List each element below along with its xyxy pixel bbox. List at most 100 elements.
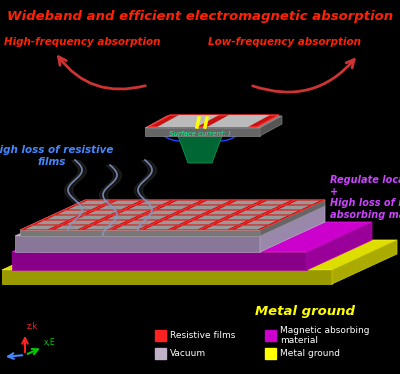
Polygon shape bbox=[235, 226, 266, 229]
Polygon shape bbox=[267, 211, 298, 214]
Polygon shape bbox=[102, 215, 142, 220]
Polygon shape bbox=[254, 200, 295, 205]
Polygon shape bbox=[52, 210, 93, 215]
Text: Vacuum: Vacuum bbox=[170, 349, 206, 358]
Polygon shape bbox=[128, 206, 159, 209]
Polygon shape bbox=[199, 200, 230, 205]
Polygon shape bbox=[289, 200, 320, 205]
Polygon shape bbox=[61, 220, 102, 225]
Polygon shape bbox=[96, 221, 127, 224]
Bar bbox=[155, 348, 166, 359]
Polygon shape bbox=[112, 210, 153, 215]
Polygon shape bbox=[20, 200, 325, 230]
Polygon shape bbox=[183, 205, 224, 210]
Polygon shape bbox=[72, 215, 112, 220]
Polygon shape bbox=[262, 210, 303, 215]
Polygon shape bbox=[139, 200, 170, 205]
Bar bbox=[265, 330, 276, 341]
Polygon shape bbox=[252, 215, 292, 220]
Polygon shape bbox=[12, 222, 372, 252]
Polygon shape bbox=[85, 226, 116, 229]
Text: x,E: x,E bbox=[44, 338, 55, 347]
Polygon shape bbox=[74, 200, 115, 205]
Text: z,k: z,k bbox=[27, 322, 38, 331]
Polygon shape bbox=[156, 221, 187, 224]
Polygon shape bbox=[80, 225, 121, 230]
Polygon shape bbox=[207, 211, 238, 214]
Polygon shape bbox=[194, 200, 235, 205]
Polygon shape bbox=[147, 211, 178, 214]
Polygon shape bbox=[260, 206, 325, 252]
Polygon shape bbox=[2, 270, 332, 284]
Polygon shape bbox=[145, 116, 282, 128]
Bar bbox=[265, 348, 276, 359]
Polygon shape bbox=[307, 222, 372, 270]
Polygon shape bbox=[284, 200, 325, 205]
Polygon shape bbox=[20, 225, 61, 230]
Polygon shape bbox=[123, 205, 164, 210]
Text: Resistive films: Resistive films bbox=[170, 331, 235, 340]
Polygon shape bbox=[25, 226, 56, 229]
Text: Metal ground: Metal ground bbox=[255, 305, 355, 318]
Polygon shape bbox=[232, 210, 273, 215]
Polygon shape bbox=[20, 230, 260, 236]
Polygon shape bbox=[2, 240, 397, 270]
Polygon shape bbox=[205, 226, 236, 229]
Polygon shape bbox=[278, 206, 309, 209]
Polygon shape bbox=[58, 211, 88, 214]
Polygon shape bbox=[175, 226, 206, 229]
Polygon shape bbox=[63, 205, 104, 210]
Polygon shape bbox=[31, 220, 72, 225]
Polygon shape bbox=[82, 210, 123, 215]
Text: High-frequency absorption: High-frequency absorption bbox=[4, 37, 160, 47]
Polygon shape bbox=[148, 115, 279, 127]
Polygon shape bbox=[68, 206, 99, 209]
Polygon shape bbox=[224, 200, 265, 205]
Polygon shape bbox=[259, 200, 290, 205]
Polygon shape bbox=[145, 226, 176, 229]
Polygon shape bbox=[126, 221, 157, 224]
Polygon shape bbox=[132, 215, 172, 220]
Polygon shape bbox=[109, 200, 140, 205]
Polygon shape bbox=[93, 205, 134, 210]
Polygon shape bbox=[211, 220, 252, 225]
Polygon shape bbox=[162, 215, 202, 220]
Polygon shape bbox=[76, 215, 108, 220]
Text: Magnetic absorbing
material: Magnetic absorbing material bbox=[280, 326, 370, 345]
Polygon shape bbox=[134, 200, 175, 205]
Polygon shape bbox=[115, 226, 146, 229]
Polygon shape bbox=[178, 211, 208, 214]
Polygon shape bbox=[106, 215, 138, 220]
Polygon shape bbox=[192, 215, 232, 220]
Polygon shape bbox=[196, 215, 228, 220]
Polygon shape bbox=[121, 220, 162, 225]
Polygon shape bbox=[164, 200, 205, 205]
Polygon shape bbox=[181, 220, 222, 225]
Text: y,H: y,H bbox=[0, 353, 1, 362]
Text: Low-frequency absorption: Low-frequency absorption bbox=[208, 37, 362, 47]
Polygon shape bbox=[202, 210, 243, 215]
Polygon shape bbox=[36, 221, 67, 224]
Polygon shape bbox=[273, 205, 314, 210]
Polygon shape bbox=[66, 221, 97, 224]
Polygon shape bbox=[145, 128, 260, 136]
Polygon shape bbox=[140, 225, 181, 230]
Polygon shape bbox=[229, 200, 260, 205]
Polygon shape bbox=[248, 206, 279, 209]
Text: Regulate local magnetic field
+
High loss of magnetic
absorbing material: Regulate local magnetic field + High los… bbox=[330, 175, 400, 220]
Polygon shape bbox=[110, 225, 151, 230]
Polygon shape bbox=[222, 215, 262, 220]
Polygon shape bbox=[15, 236, 260, 252]
Text: Metal ground: Metal ground bbox=[280, 349, 340, 358]
Polygon shape bbox=[243, 205, 284, 210]
Polygon shape bbox=[200, 225, 241, 230]
Polygon shape bbox=[207, 115, 270, 127]
Polygon shape bbox=[42, 215, 82, 220]
Text: Wideband and efficient electromagnetic absorption: Wideband and efficient electromagnetic a… bbox=[7, 10, 393, 23]
Bar bbox=[155, 330, 166, 341]
Polygon shape bbox=[79, 200, 110, 205]
Polygon shape bbox=[87, 211, 118, 214]
FancyArrowPatch shape bbox=[58, 57, 145, 89]
Polygon shape bbox=[46, 215, 78, 220]
Polygon shape bbox=[216, 221, 247, 224]
